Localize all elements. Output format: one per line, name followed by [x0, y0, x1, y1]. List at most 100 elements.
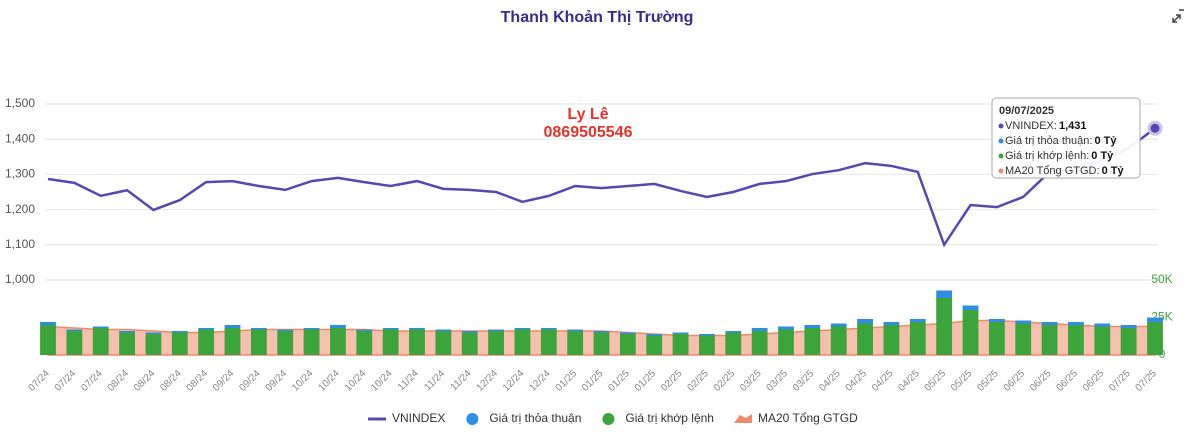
x-tick-label: 06/25 [1028, 368, 1054, 394]
volume-bar [488, 329, 504, 331]
volume-bar [461, 332, 478, 355]
volume-bar [593, 331, 610, 333]
y-tick-label: 1,000 [5, 272, 35, 286]
volume-bar [830, 326, 847, 355]
x-tick-label: 12/24 [527, 368, 553, 394]
tooltip-box [991, 97, 1141, 179]
legend-item[interactable]: VNINDEX [368, 411, 445, 425]
y2-tick-label: 50K [1151, 272, 1172, 286]
volume-bar [1120, 325, 1137, 328]
volume-bar [1120, 328, 1137, 355]
volume-bar [672, 334, 689, 355]
volume-bar [382, 328, 399, 330]
volume-bar [224, 325, 241, 328]
x-tick-label: 01/25 [606, 368, 632, 394]
volume-bar [540, 328, 557, 330]
x-tick-label: 08/24 [106, 368, 132, 394]
tooltip-label: MA20 Tổng GTGD: [1005, 165, 1100, 177]
volume-bar [909, 319, 926, 322]
volume-bar [988, 322, 1005, 355]
expand-icon[interactable] [1172, 9, 1184, 23]
chart-title: Thanh Khoản Thị Trường [501, 9, 694, 26]
volume-bar [488, 331, 504, 355]
volume-bar [830, 323, 847, 327]
volume-bar [461, 331, 478, 333]
x-tick-label: 11/24 [396, 368, 421, 393]
legend-item[interactable]: Giá trị thỏa thuận [466, 411, 581, 425]
index-line [47, 127, 1156, 248]
x-tick-label: 06/25 [1054, 368, 1080, 394]
x-tick-label: 07/24 [27, 368, 53, 394]
tooltip-dot [998, 153, 1004, 159]
volume-bar [330, 328, 346, 355]
x-tick-label: 02/25 [659, 368, 685, 394]
volume-bar [409, 329, 425, 355]
volume-bar [751, 331, 768, 355]
volume-bar [857, 323, 873, 355]
x-tick-label: 09/24 [211, 368, 237, 394]
volume-bar [303, 329, 320, 355]
volume-bar [699, 334, 715, 336]
x-tick-label: 04/25 [817, 368, 843, 394]
watermark: 0869505546 [544, 124, 633, 141]
x-tick-label: 10/24 [343, 368, 369, 394]
volume-bar [330, 325, 346, 328]
legend-item[interactable]: Giá trị khớp lệnh [602, 411, 714, 425]
volume-bar [619, 334, 636, 355]
volume-bar [277, 329, 294, 331]
legend-label: MA20 Tổng GTGD [758, 411, 858, 425]
volume-bar [1068, 322, 1084, 325]
x-tick-label: 11/24 [449, 368, 474, 393]
volume-bar [567, 329, 584, 331]
hover-point [1147, 120, 1163, 136]
tooltip-dot [998, 138, 1004, 144]
volume-bar [198, 328, 215, 330]
volume-bar [540, 329, 557, 355]
x-tick-label: 08/24 [185, 368, 211, 394]
volume-bar [119, 332, 135, 355]
volume-bar [751, 328, 768, 331]
x-tick-label: 10/24 [316, 368, 342, 394]
volume-bar [382, 329, 399, 355]
x-tick-label: 05/25 [975, 368, 1001, 394]
x-tick-label: 04/25 [896, 368, 922, 394]
volume-bar [198, 329, 215, 355]
volume-bar [145, 334, 162, 355]
volume-bar [1015, 320, 1032, 324]
volume-bar [145, 332, 162, 334]
volume-bar [857, 319, 873, 324]
x-tick-label: 01/25 [554, 368, 580, 394]
volume-bar [171, 332, 188, 355]
volume-bar [883, 322, 900, 325]
tooltip: 09/07/2025 VNINDEX: 1,431 Giá trị thỏa thu… [991, 97, 1141, 179]
volume-bar [66, 329, 83, 331]
tooltip-title: 09/07/2025 [999, 105, 1054, 117]
tooltip-value: 1,431 [1059, 120, 1087, 132]
x-tick-label: 01/25 [633, 368, 659, 394]
x-tick-label: 02/25 [685, 368, 711, 394]
x-tick-label: 04/25 [870, 368, 896, 394]
volume-bar [725, 332, 742, 355]
tooltip-label: Giá trị thỏa thuận: [1005, 135, 1092, 147]
x-tick-label: 06/25 [1081, 368, 1107, 394]
volume-bar [619, 332, 636, 334]
volume-bar [119, 331, 135, 333]
volume-bar [646, 335, 663, 355]
y-tick-label: 1,300 [5, 167, 35, 181]
legend-swatch [466, 413, 479, 425]
tooltip-value: 0 Tỷ [1102, 165, 1125, 177]
x-tick-label: 07/24 [53, 368, 79, 394]
y-tick-label: 1,500 [5, 96, 35, 110]
volume-bar [962, 305, 979, 310]
volume-bar [303, 328, 320, 330]
volume-bar [962, 310, 979, 355]
volume-bar [277, 331, 294, 355]
x-tick-label: 02/25 [712, 368, 738, 394]
volume-bar [1094, 326, 1111, 355]
volume-bar [250, 328, 267, 330]
legend-item[interactable]: MA20 Tổng GTGD [733, 411, 858, 425]
x-tick-label: 09/24 [264, 368, 290, 394]
volume-bar [778, 326, 794, 330]
tooltip-value: 0 Tỷ [1091, 150, 1114, 162]
